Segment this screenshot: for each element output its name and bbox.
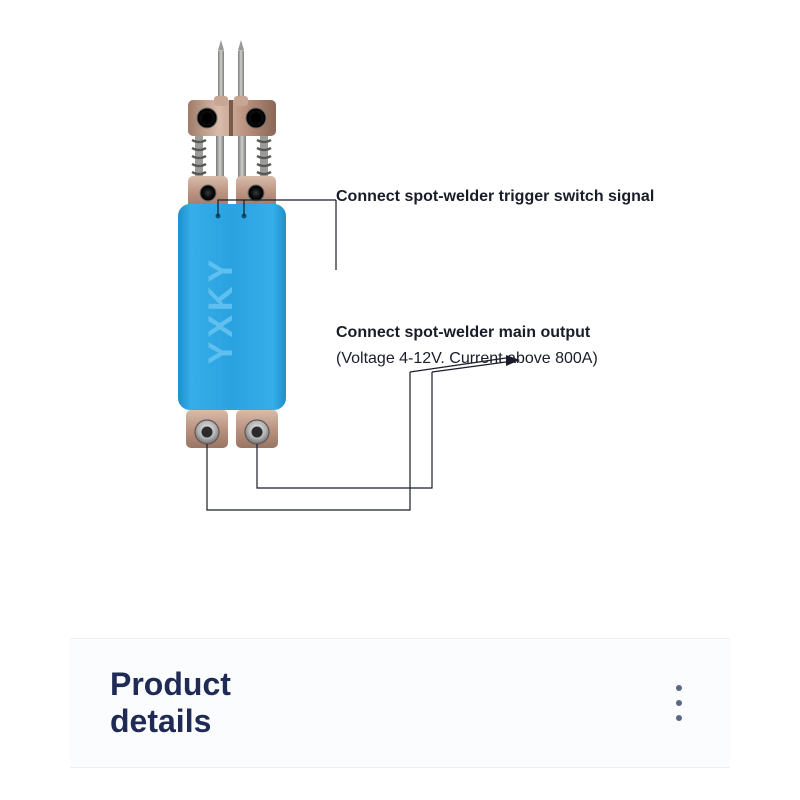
product-details-title: Product details [110,666,231,740]
dot-icon [676,700,682,706]
label-trigger-signal: Connect spot-welder trigger switch signa… [336,186,654,208]
dot-icon [676,685,682,691]
dot-icon [676,715,682,721]
wiring-diagram: YXKY Connect spot-welder trigger switch … [0,0,800,620]
device-logo-text: YXKY [202,256,240,365]
more-menu-button[interactable] [668,677,690,729]
label-main-output: Connect spot-welder main output [336,322,590,344]
diagram-svg: YXKY [0,0,800,620]
label-main-output-spec: (Voltage 4-12V. Current above 800A) [336,348,598,370]
product-details-card: Product details [70,638,730,768]
